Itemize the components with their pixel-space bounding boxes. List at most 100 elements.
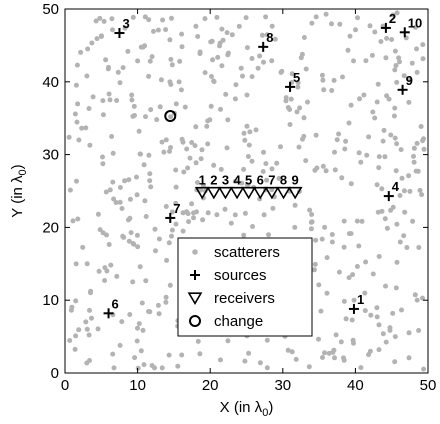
scatterer-point bbox=[147, 178, 153, 184]
scatterer-point bbox=[343, 138, 349, 144]
scatterer-point bbox=[404, 245, 410, 250]
source-label: 10 bbox=[408, 15, 422, 30]
scatterer-point bbox=[323, 11, 329, 17]
scatterer-point bbox=[135, 58, 141, 64]
scatterer-point bbox=[75, 101, 81, 107]
receiver-marker bbox=[194, 186, 210, 200]
scatterer-point bbox=[376, 322, 382, 328]
scatterer-point bbox=[130, 113, 136, 119]
scatterer-point bbox=[173, 167, 179, 173]
scatterer-point bbox=[296, 144, 302, 150]
scatterer-point bbox=[110, 27, 115, 33]
scatterer-point bbox=[319, 72, 325, 78]
legend-label: scatterers bbox=[214, 244, 280, 261]
scatterer-point bbox=[168, 145, 173, 150]
scatterer-point bbox=[225, 117, 231, 123]
scatterer-point bbox=[357, 96, 362, 102]
plot-frame bbox=[64, 8, 429, 374]
scatterer-point bbox=[376, 347, 382, 353]
scatterer-point bbox=[83, 319, 89, 325]
scatterer-point bbox=[363, 259, 369, 265]
y-tick-label: 10 bbox=[42, 292, 59, 309]
scatterer-point bbox=[383, 283, 388, 289]
x-axis-title: X (in λ0) bbox=[220, 399, 274, 419]
scatterer-point bbox=[295, 84, 301, 90]
scatterer-point bbox=[143, 114, 148, 120]
scatterer-point bbox=[401, 73, 407, 79]
scatterer-point bbox=[361, 92, 367, 98]
scatterer-point bbox=[140, 44, 146, 50]
scatterer-point bbox=[106, 242, 112, 247]
scatterer-point bbox=[341, 298, 347, 304]
scatterer-point bbox=[392, 359, 398, 365]
scatterer-point bbox=[179, 31, 185, 37]
scatterer-point bbox=[312, 167, 318, 173]
scatterer-point bbox=[241, 166, 247, 172]
scatterer-point bbox=[269, 166, 275, 172]
scatterer-point bbox=[195, 180, 200, 185]
scatterer-point bbox=[167, 148, 172, 154]
scatterer-point bbox=[122, 178, 128, 184]
scatterer-point bbox=[179, 352, 185, 358]
scatterer-point bbox=[295, 80, 301, 86]
scatterer-point bbox=[244, 45, 250, 51]
scatterer-point bbox=[86, 332, 92, 338]
scatterer-point bbox=[241, 232, 247, 238]
scatterer-point bbox=[394, 221, 400, 227]
scatterer-point bbox=[416, 328, 422, 333]
legend-label: sources bbox=[214, 267, 267, 284]
receiver-marker bbox=[241, 186, 257, 200]
scatterer-point bbox=[149, 363, 155, 368]
scatterer-point bbox=[169, 233, 174, 239]
scatterer-point bbox=[389, 37, 395, 42]
scatterer-point bbox=[329, 21, 334, 27]
scatterer-point bbox=[346, 275, 352, 281]
scatterer-point bbox=[351, 58, 356, 64]
scatterer-point bbox=[363, 58, 369, 64]
scatterer-point bbox=[398, 147, 404, 153]
receiver-label: 3 bbox=[222, 172, 229, 187]
scatterer-point bbox=[419, 192, 425, 198]
scatterer-point bbox=[120, 233, 126, 239]
scatterer-point bbox=[384, 225, 390, 231]
scatterer-point bbox=[219, 63, 225, 69]
scatterer-point bbox=[388, 132, 394, 138]
scatterer-point bbox=[90, 94, 96, 100]
scatterer-point bbox=[313, 14, 319, 20]
x-tick-label: 50 bbox=[420, 377, 437, 394]
scatterer-point bbox=[318, 308, 324, 314]
scatterer-point bbox=[242, 137, 248, 143]
scatterer-point bbox=[120, 65, 126, 71]
scatterer-point bbox=[177, 58, 183, 64]
scatterer-point bbox=[101, 18, 107, 24]
scatterer-point bbox=[279, 68, 285, 74]
scatterer-point bbox=[329, 232, 335, 237]
scatterer-point bbox=[207, 117, 213, 123]
scatterer-point bbox=[301, 115, 307, 121]
scatterer-point bbox=[179, 44, 185, 50]
scatterer-point bbox=[411, 159, 417, 165]
scatterer-point bbox=[375, 81, 381, 87]
scatterer-point bbox=[218, 166, 224, 172]
scatterer-point bbox=[131, 103, 137, 109]
scatterer-point bbox=[205, 141, 211, 147]
scatterer-point bbox=[266, 232, 271, 238]
scatterer-point bbox=[242, 210, 248, 216]
scatterer-point bbox=[79, 125, 85, 131]
scatterer-point bbox=[259, 32, 265, 38]
scatterer-point bbox=[111, 196, 117, 202]
scatterer-point bbox=[117, 342, 123, 348]
scatterer-point bbox=[247, 129, 253, 135]
scatterer-point bbox=[214, 14, 220, 20]
receiver-label: 7 bbox=[268, 172, 275, 187]
scatterer-point bbox=[117, 80, 123, 86]
scatterer-point bbox=[354, 218, 360, 224]
receiver-marker bbox=[276, 186, 291, 200]
scatterer-point bbox=[100, 161, 106, 167]
scatterer-point bbox=[264, 337, 270, 343]
scatterer-point bbox=[341, 244, 347, 250]
scatterer-point bbox=[350, 272, 356, 278]
scatterer-point bbox=[163, 294, 169, 300]
scatterer-point bbox=[376, 165, 382, 171]
scatterer-point bbox=[99, 34, 104, 39]
